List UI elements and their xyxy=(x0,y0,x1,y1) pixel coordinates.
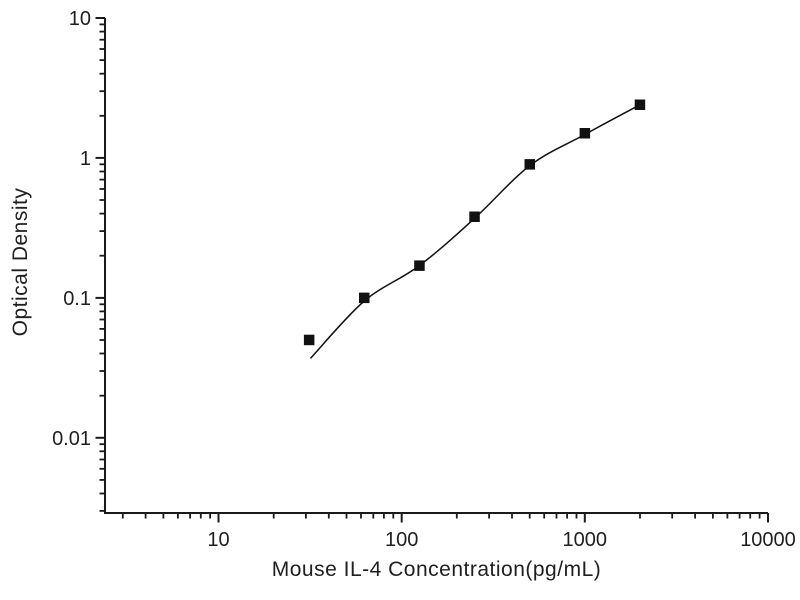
data-point-marker xyxy=(303,334,315,346)
data-point-marker xyxy=(359,292,370,304)
y-tick-label: 0.01 xyxy=(52,428,91,450)
x-tick-label: 10000 xyxy=(740,529,796,551)
y-axis-title: Optical Density xyxy=(9,187,32,337)
data-point-marker xyxy=(579,128,591,139)
fit-curve-line xyxy=(309,104,641,359)
y-tick-label: 0.1 xyxy=(63,288,91,310)
data-point-marker xyxy=(634,99,646,110)
y-tick-label: 1 xyxy=(80,148,91,170)
x-tick-label: 1000 xyxy=(563,529,608,551)
x-tick-label: 100 xyxy=(385,529,418,551)
x-tick-label: 10 xyxy=(207,529,229,551)
y-tick-label: 10 xyxy=(69,8,91,30)
x-axis-title: Mouse IL-4 Concentration(pg/mL) xyxy=(271,558,602,581)
data-point-marker xyxy=(414,260,425,271)
data-point-marker xyxy=(524,159,535,170)
data-point-marker xyxy=(469,211,480,222)
